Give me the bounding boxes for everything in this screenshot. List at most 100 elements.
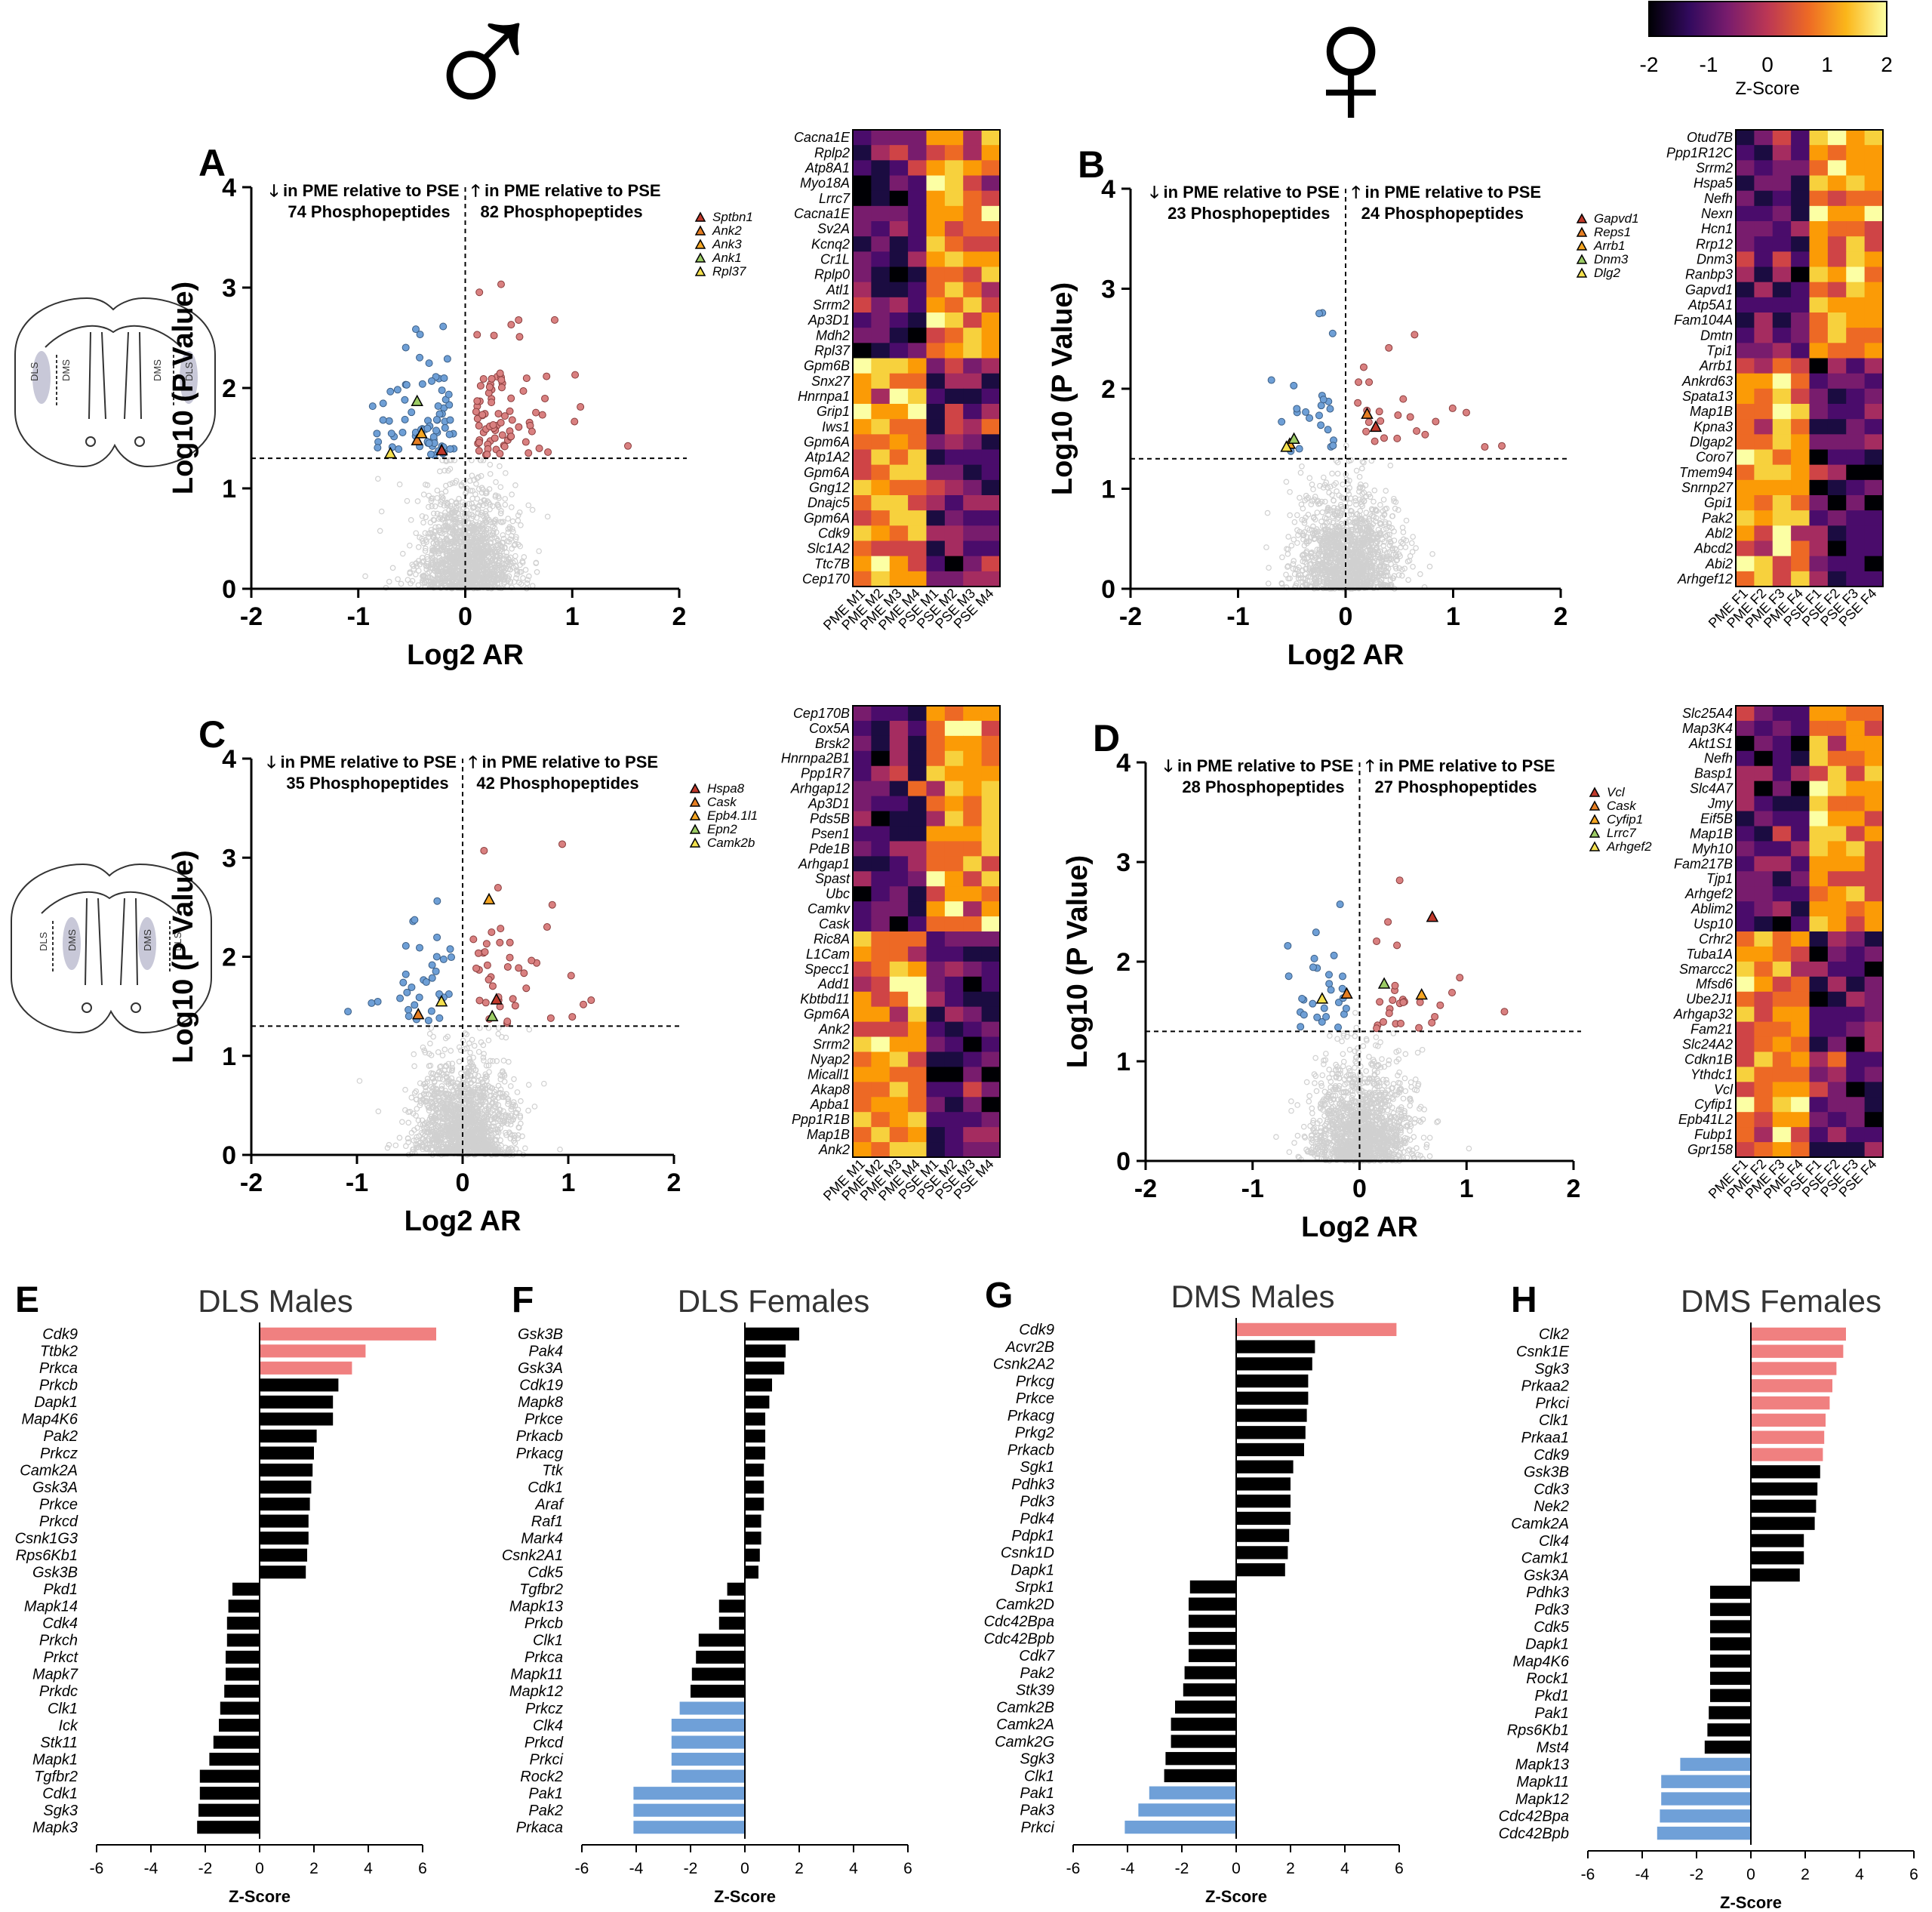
ns-point <box>486 1038 491 1042</box>
sig-down-point <box>402 344 409 351</box>
ns-point <box>406 1120 411 1125</box>
ns-points <box>357 1026 562 1157</box>
sig-down-point <box>434 934 441 941</box>
y-tick-label: 1 <box>222 1042 236 1071</box>
sig-down-point <box>402 943 409 950</box>
ns-point <box>1418 571 1423 576</box>
sig-down-point <box>1320 396 1327 403</box>
sig-up-point <box>476 997 483 1004</box>
ns-point <box>525 580 529 585</box>
sig-down-point <box>397 995 404 1002</box>
ns-point <box>416 583 420 587</box>
ns-point <box>1401 530 1405 534</box>
ns-point <box>513 553 518 558</box>
x-tick-label: 0 <box>458 602 472 631</box>
sig-up-point <box>539 411 546 418</box>
sig-down-point <box>1316 310 1323 317</box>
sig-up-point <box>1377 417 1384 424</box>
sig-down-point <box>446 431 453 438</box>
colorbar-tick: 1 <box>1821 53 1833 76</box>
ns-point <box>498 485 503 489</box>
ns-point <box>357 1079 361 1083</box>
ns-point <box>377 528 382 533</box>
ns-point <box>1406 577 1411 582</box>
ns-point <box>1285 552 1290 556</box>
ns-point <box>457 1059 461 1064</box>
sig-down-point <box>423 979 429 986</box>
sig-down-point <box>432 968 439 974</box>
y-tick-label: 0 <box>222 1141 236 1170</box>
sig-up-point <box>1371 438 1378 445</box>
ns-point <box>1309 502 1313 506</box>
ns-point <box>1407 559 1411 563</box>
y-tick-label: 3 <box>222 274 236 303</box>
sig-up-point <box>528 428 535 435</box>
sig-up-point <box>504 1018 511 1025</box>
sig-points <box>369 281 631 458</box>
sig-down-point <box>434 898 441 904</box>
legend-marker <box>1577 228 1586 236</box>
sig-up-point <box>515 965 522 971</box>
sig-up-point <box>470 936 477 943</box>
ns-point <box>1400 573 1404 577</box>
ns-point <box>432 511 436 516</box>
sig-up-point <box>489 983 496 990</box>
sig-up-point <box>486 383 493 390</box>
sig-up-point <box>497 370 503 377</box>
sig-up-point <box>523 375 530 382</box>
ns-point <box>1413 1116 1417 1121</box>
ns-point <box>1335 1036 1340 1041</box>
ns-point <box>420 1045 425 1049</box>
ns-point <box>503 497 507 501</box>
sig-up-point <box>497 419 504 426</box>
legend-label: Epb4.1l1 <box>707 808 758 823</box>
sig-up-point <box>551 316 558 323</box>
sig-up-point <box>1449 405 1456 411</box>
ns-point <box>376 476 380 481</box>
ns-point <box>1381 497 1386 502</box>
sig-down-point <box>1329 330 1336 337</box>
ns-point <box>526 503 531 507</box>
ns-point <box>476 1049 481 1054</box>
ns-point <box>1321 475 1326 479</box>
sig-up-point <box>1481 444 1488 451</box>
sig-down-point <box>1294 405 1300 412</box>
highlight-point <box>412 396 423 405</box>
ns-point <box>409 518 414 522</box>
x-tick-label: -1 <box>1226 602 1249 631</box>
sig-down-point <box>436 1014 443 1021</box>
sig-up-point <box>533 409 540 416</box>
sig-down-point <box>428 1008 435 1014</box>
ns-point <box>442 1047 447 1051</box>
count-down: 74 Phosphopeptides <box>288 202 450 221</box>
ns-point <box>1289 1099 1294 1104</box>
legend-marker <box>1577 242 1586 250</box>
sig-up-point <box>512 1002 518 1009</box>
ns-point <box>1302 1124 1306 1128</box>
ns-point <box>1265 510 1269 515</box>
sig-up-point <box>494 885 501 891</box>
ns-point <box>414 531 418 535</box>
sig-down-point <box>1315 412 1322 419</box>
ns-point <box>512 1076 516 1081</box>
ns-point <box>428 1041 432 1045</box>
x-tick-label: -2 <box>1119 602 1142 631</box>
ns-point <box>376 1109 380 1113</box>
sig-up-point <box>498 384 505 391</box>
ns-point <box>1297 495 1302 500</box>
ns-point <box>496 1031 500 1036</box>
sig-up-point <box>559 841 566 848</box>
ns-point <box>513 1147 518 1151</box>
ns-point <box>1383 488 1388 493</box>
ns-point <box>537 549 541 553</box>
ns-point <box>1410 540 1414 545</box>
sig-up-point <box>528 957 535 964</box>
sig-up-point <box>1355 399 1361 406</box>
sig-points <box>1268 309 1505 454</box>
sig-down-point <box>435 402 441 409</box>
sig-down-point <box>405 1006 412 1013</box>
legend-marker <box>696 226 705 235</box>
ns-point <box>403 1088 408 1092</box>
sig-up-point <box>1380 435 1387 442</box>
